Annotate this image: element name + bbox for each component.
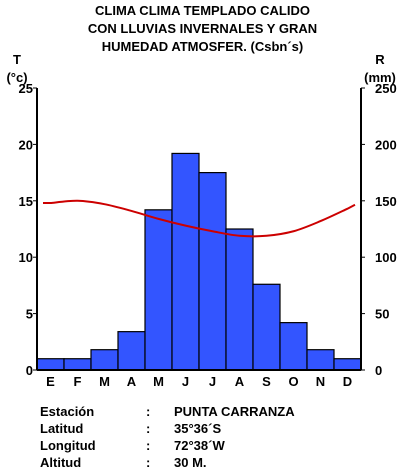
- longitude-sep: :: [146, 438, 151, 453]
- altitude-value: 30 M.: [174, 455, 207, 470]
- precipitation-bar: [90, 349, 119, 371]
- station-key: Estación: [40, 404, 95, 419]
- left-tick-label: 20: [19, 137, 33, 152]
- precipitation-bar: [36, 358, 65, 371]
- precipitation-bar: [171, 152, 200, 371]
- precipitation-bar: [252, 283, 281, 371]
- month-label: S: [262, 374, 271, 389]
- right-tick-label: 50: [375, 307, 389, 322]
- right-tick-label: 200: [375, 137, 397, 152]
- title-line-3: HUMEDAD ATMOSFER. (Csbn´s): [101, 39, 304, 54]
- left-tick-label: 0: [26, 363, 33, 378]
- left-axis-symbol: T: [13, 52, 21, 67]
- month-label: J: [182, 374, 189, 389]
- month-label: A: [235, 374, 245, 389]
- chart-title: CLIMA CLIMA TEMPLADO CALIDO CON LLUVIAS …: [0, 2, 405, 56]
- left-tick-label: 25: [19, 81, 33, 96]
- month-label: O: [288, 374, 298, 389]
- right-tick-label: 100: [375, 250, 397, 265]
- precipitation-bar: [333, 358, 362, 371]
- longitude-value: 72°38´W: [174, 438, 225, 453]
- precipitation-bar: [63, 358, 92, 371]
- month-label: D: [343, 374, 352, 389]
- left-axis-unit: (°c): [6, 70, 28, 85]
- altitude-sep: :: [146, 455, 151, 470]
- title-line-1: CLIMA CLIMA TEMPLADO CALIDO: [95, 3, 310, 18]
- month-label: M: [153, 374, 164, 389]
- left-tick-label: 5: [26, 307, 33, 322]
- latitude-key: Latitud: [40, 421, 84, 436]
- month-label: A: [127, 374, 137, 389]
- precipitation-bar: [144, 209, 173, 371]
- right-tick-label: 0: [375, 363, 382, 378]
- temperature-line: [43, 199, 356, 238]
- station-value: PUNTA CARRANZA: [174, 404, 295, 419]
- left-tick-label: 10: [19, 250, 33, 265]
- month-label: F: [74, 374, 82, 389]
- title-line-2: CON LLUVIAS INVERNALES Y GRAN: [87, 21, 318, 36]
- right-axis-unit: (mm): [364, 70, 396, 85]
- left-tick-label: 15: [19, 194, 33, 209]
- precipitation-bar: [225, 228, 254, 371]
- month-label: M: [99, 374, 110, 389]
- station-sep: :: [146, 404, 151, 419]
- month-label: E: [46, 374, 55, 389]
- latitude-sep: :: [146, 421, 151, 436]
- month-label: J: [209, 374, 216, 389]
- right-tick-label: 250: [375, 81, 397, 96]
- right-axis-symbol: R: [375, 52, 385, 67]
- altitude-key: Altitud: [40, 455, 82, 470]
- precipitation-bar: [279, 322, 308, 371]
- latitude-value: 35°36´S: [174, 421, 222, 436]
- month-label: N: [316, 374, 325, 389]
- precipitation-bar: [198, 172, 227, 371]
- right-tick-label: 150: [375, 194, 397, 209]
- precipitation-bar: [306, 349, 335, 371]
- longitude-key: Longitud: [40, 438, 96, 453]
- precipitation-bar: [117, 331, 146, 371]
